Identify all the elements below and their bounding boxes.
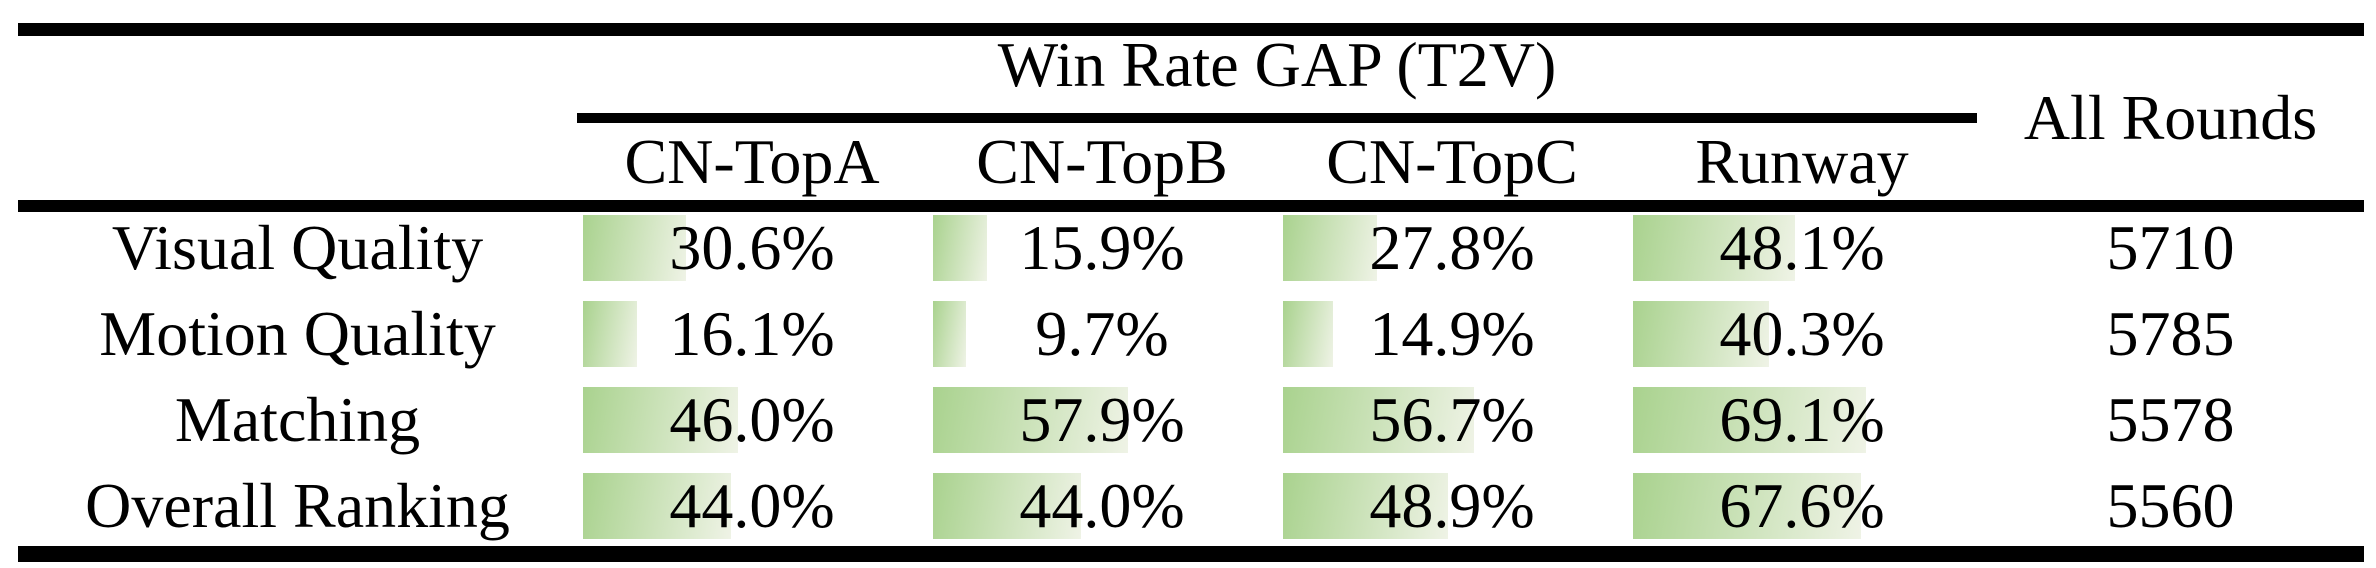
column-header-cn-topc: CN-TopC <box>1326 125 1578 197</box>
win-rate-value: 9.7% <box>1035 298 1169 369</box>
win-rate-bar <box>933 215 987 281</box>
group-header-win-rate-gap: Win Rate GAP (T2V) <box>997 29 1557 100</box>
win-rate-bar <box>583 387 739 453</box>
win-rate-bar <box>583 215 687 281</box>
win-rate-value: 56.7% <box>1369 384 1535 455</box>
win-rate-bar <box>583 473 732 539</box>
win-rate-cell: 44.0% <box>577 463 927 549</box>
all-rounds-value: 5578 <box>2106 384 2235 455</box>
win-rate-cell: 69.1% <box>1627 377 1977 463</box>
win-rate-value: 16.1% <box>669 298 835 369</box>
win-rate-value: 27.8% <box>1369 212 1535 283</box>
all-rounds-value: 5785 <box>2106 298 2235 369</box>
top-rule <box>18 23 2364 36</box>
win-rate-bar <box>1283 215 1377 281</box>
column-header-all-rounds: All Rounds <box>2023 81 2318 153</box>
win-rate-cell: 48.1% <box>1627 205 1977 291</box>
win-rate-cell: 56.7% <box>1277 377 1627 463</box>
row-label: Overall Ranking <box>85 470 510 541</box>
win-rate-cell: 40.3% <box>1627 291 1977 377</box>
win-rate-bar <box>1283 473 1448 539</box>
all-rounds-value: 5560 <box>2106 470 2235 541</box>
row-label: Motion Quality <box>99 298 496 369</box>
table-row-motion-quality: Motion Quality 16.1% 9.7% 14.9% 40.3% 57… <box>18 291 2364 377</box>
column-header-runway: Runway <box>1695 125 1909 197</box>
win-rate-value: 48.1% <box>1719 212 1885 283</box>
win-rate-bar <box>933 387 1129 453</box>
win-rate-cell: 44.0% <box>927 463 1277 549</box>
win-rate-value: 44.0% <box>1019 470 1185 541</box>
win-rate-cell: 48.9% <box>1277 463 1627 549</box>
column-header-cn-topa: CN-TopA <box>624 125 880 197</box>
win-rate-bar <box>1633 473 1861 539</box>
win-rate-value: 14.9% <box>1369 298 1535 369</box>
row-label: Visual Quality <box>111 212 484 283</box>
win-rate-bar <box>1283 301 1334 367</box>
win-rate-bar <box>1633 301 1769 367</box>
row-label: Matching <box>174 384 421 455</box>
column-header-row: CN-TopA CN-TopB CN-TopC Runway <box>577 123 1977 200</box>
all-rounds-value: 5710 <box>2106 212 2235 283</box>
win-rate-cell: 16.1% <box>577 291 927 377</box>
table-row-visual-quality: Visual Quality 30.6% 15.9% 27.8% 48.1% 5… <box>18 205 2364 291</box>
win-rate-bar <box>1633 215 1796 281</box>
win-rate-bar <box>1283 387 1475 453</box>
header-rule <box>18 200 2364 212</box>
win-rate-value: 40.3% <box>1719 298 1885 369</box>
win-rate-cell: 9.7% <box>927 291 1277 377</box>
win-rate-cell: 57.9% <box>927 377 1277 463</box>
win-rate-value: 67.6% <box>1719 470 1885 541</box>
column-header-cn-topb: CN-TopB <box>976 125 1228 197</box>
table-row-overall-ranking: Overall Ranking 44.0% 44.0% 48.9% 67.6% … <box>18 463 2364 549</box>
win-rate-bar <box>933 473 1082 539</box>
bottom-rule <box>18 546 2364 562</box>
win-rate-value: 46.0% <box>669 384 835 455</box>
win-rate-value: 44.0% <box>669 470 835 541</box>
table-row-matching: Matching 46.0% 57.9% 56.7% 69.1% 5578 <box>18 377 2364 463</box>
win-rate-value: 57.9% <box>1019 384 1185 455</box>
win-rate-bar <box>583 301 638 367</box>
win-rate-value: 15.9% <box>1019 212 1185 283</box>
group-span-rule <box>577 113 1977 123</box>
win-rate-value: 30.6% <box>669 212 835 283</box>
win-rate-cell: 46.0% <box>577 377 927 463</box>
win-rate-value: 69.1% <box>1719 384 1885 455</box>
win-rate-bar <box>1633 387 1866 453</box>
win-rate-cell: 15.9% <box>927 205 1277 291</box>
win-rate-cell: 30.6% <box>577 205 927 291</box>
win-rate-value: 48.9% <box>1369 470 1535 541</box>
win-rate-cell: 67.6% <box>1627 463 1977 549</box>
win-rate-cell: 27.8% <box>1277 205 1627 291</box>
win-rate-cell: 14.9% <box>1277 291 1627 377</box>
win-rate-bar <box>933 301 966 367</box>
